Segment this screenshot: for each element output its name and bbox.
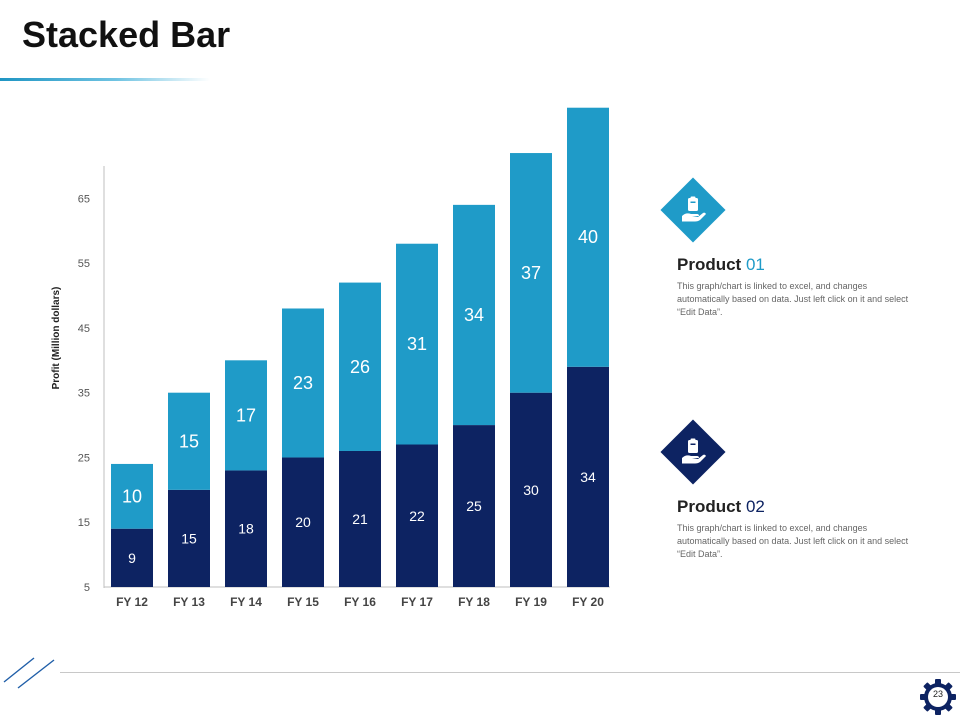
data-label-product-02: 21 <box>352 511 368 527</box>
bar-segment-product-01 <box>168 392 210 490</box>
product-01-number: 01 <box>745 255 765 274</box>
bars: 9 10 15 15 18 17 20 23 21 26 22 31 25 34 30 37 34 40 <box>111 107 609 587</box>
y-tick-label: 15 <box>78 517 90 529</box>
data-label-product-01: 26 <box>350 357 370 377</box>
data-label-product-01: 34 <box>464 305 484 325</box>
bar-segment-product-02 <box>225 470 267 587</box>
data-label-product-02: 34 <box>580 469 596 485</box>
hand-clipboard-icon <box>682 438 706 464</box>
x-tick-label: FY 12 <box>116 595 148 609</box>
product-02-description: This graph/chart is linked to excel, and… <box>677 523 909 559</box>
gear-icon <box>920 679 956 715</box>
y-ticks: 5 15 25 35 45 55 65 <box>78 193 90 594</box>
data-label-product-01: 23 <box>293 373 313 393</box>
data-label-product-01: 40 <box>578 227 598 247</box>
title-underline <box>0 78 210 81</box>
bar-segment-product-01 <box>396 243 438 445</box>
footer-divider <box>60 672 960 673</box>
bar-segment-product-02 <box>111 528 153 587</box>
bar-segment-product-02 <box>168 489 210 587</box>
data-label-product-01: 15 <box>179 431 199 451</box>
bar-segment-product-02 <box>567 366 609 587</box>
data-label-product-01: 31 <box>407 334 427 354</box>
data-label-product-01: 37 <box>521 263 541 283</box>
x-tick-label: FY 19 <box>515 595 547 609</box>
bar-segment-product-01 <box>111 463 153 529</box>
x-tick-label: FY 13 <box>173 595 205 609</box>
bar-segment-product-01 <box>453 204 495 426</box>
bar-segment-product-02 <box>396 444 438 587</box>
data-label-product-02: 18 <box>238 521 254 537</box>
page-title: Stacked Bar <box>22 14 231 55</box>
bar-segment-product-02 <box>339 450 381 587</box>
bar-segment-product-01 <box>567 107 609 367</box>
data-label-product-01: 10 <box>122 486 142 506</box>
footer-slash-decoration <box>3 657 55 689</box>
y-tick-label: 35 <box>78 388 90 400</box>
data-label-product-01: 17 <box>236 405 256 425</box>
data-label-product-02: 15 <box>181 530 197 546</box>
bar-segment-product-02 <box>510 392 552 587</box>
product-02-title: Product 02 <box>677 497 765 517</box>
bar-segment-product-02 <box>453 425 495 587</box>
x-tick-label: FY 20 <box>572 595 604 609</box>
data-label-product-02: 9 <box>128 550 136 566</box>
y-tick-label: 25 <box>78 452 90 464</box>
bar-segment-product-02 <box>282 457 324 587</box>
bar-segment-product-01 <box>510 153 552 393</box>
data-label-product-02: 22 <box>409 508 425 524</box>
product-01-title: Product 01 <box>677 255 765 275</box>
y-tick-label: 65 <box>78 193 90 205</box>
product-01-name: Product <box>677 255 746 274</box>
data-label-product-02: 25 <box>466 498 482 514</box>
y-tick-label: 55 <box>78 258 90 270</box>
y-tick-label: 45 <box>78 323 90 335</box>
product-02-name: Product <box>677 497 746 516</box>
page-number: 23 <box>932 689 943 699</box>
bar-segment-product-01 <box>225 360 267 471</box>
x-ticks: FY 12 FY 13 FY 14 FY 15 FY 16 FY 17 FY 18 FY 19… <box>116 595 604 609</box>
y-tick-label: 5 <box>84 582 90 594</box>
x-tick-label: FY 14 <box>230 595 262 609</box>
bar-segment-product-01 <box>282 308 324 458</box>
x-tick-label: FY 18 <box>458 595 490 609</box>
product-02-number: 02 <box>745 497 765 516</box>
y-axis-label: Profit (Million dollars) <box>51 287 62 390</box>
data-label-product-02: 30 <box>523 482 539 498</box>
data-label-product-02: 20 <box>295 514 311 530</box>
x-tick-label: FY 15 <box>287 595 319 609</box>
hand-clipboard-icon <box>682 196 706 222</box>
bar-segment-product-01 <box>339 282 381 451</box>
x-tick-label: FY 17 <box>401 595 433 609</box>
x-tick-label: FY 16 <box>344 595 376 609</box>
product-01-description: This graph/chart is linked to excel, and… <box>677 281 909 317</box>
